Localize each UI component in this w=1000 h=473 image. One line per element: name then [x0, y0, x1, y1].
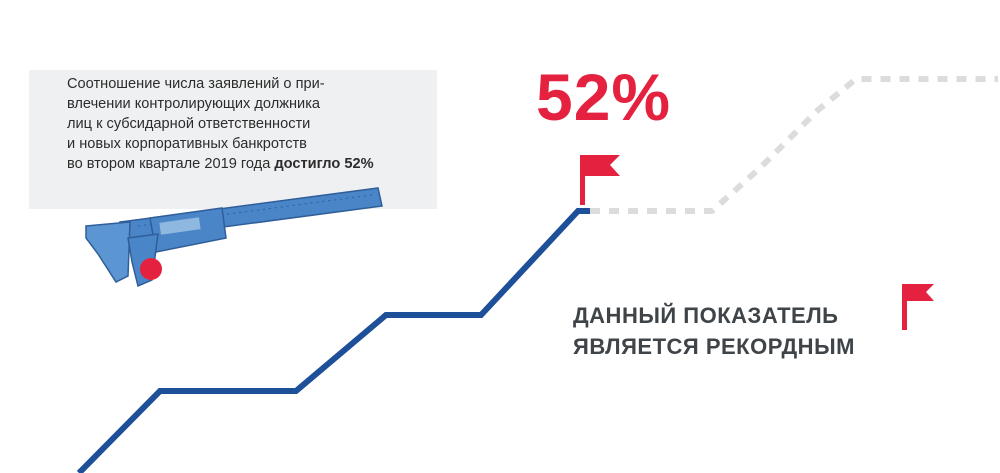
note-line-3: лиц к субсидарной ответственности: [67, 116, 311, 132]
note-line-4: и новых корпоративных банкротств: [67, 136, 307, 152]
note-line-5-text: во втором квартале 2019 года: [67, 156, 271, 172]
big-percent: 52%: [536, 60, 672, 134]
flag-icon: [902, 284, 934, 330]
note-line-2: влечении контролирующих должника: [67, 96, 321, 112]
dotted-path: [590, 76, 998, 214]
record-line-2: ЯВЛЯЕТСЯ РЕКОРДНЫМ: [573, 334, 855, 359]
record-text: ДАННЫЙ ПОКАЗАТЕЛЬ ЯВЛЯЕТСЯ РЕКОРДНЫМ: [573, 300, 855, 362]
growth-line: [76, 208, 590, 473]
note-box: [29, 70, 437, 209]
note-highlight: достигло 52%: [274, 156, 374, 172]
note-text: Соотношение числа заявлений о при- влече…: [67, 74, 433, 174]
note-line-5: во втором квартале 2019 года достигло 52…: [67, 154, 433, 174]
note-line-1: Соотношение числа заявлений о при-: [67, 76, 325, 92]
flag-icon: [580, 155, 620, 205]
record-line-1: ДАННЫЙ ПОКАЗАТЕЛЬ: [573, 303, 839, 328]
caliper-icon: [85, 187, 383, 288]
